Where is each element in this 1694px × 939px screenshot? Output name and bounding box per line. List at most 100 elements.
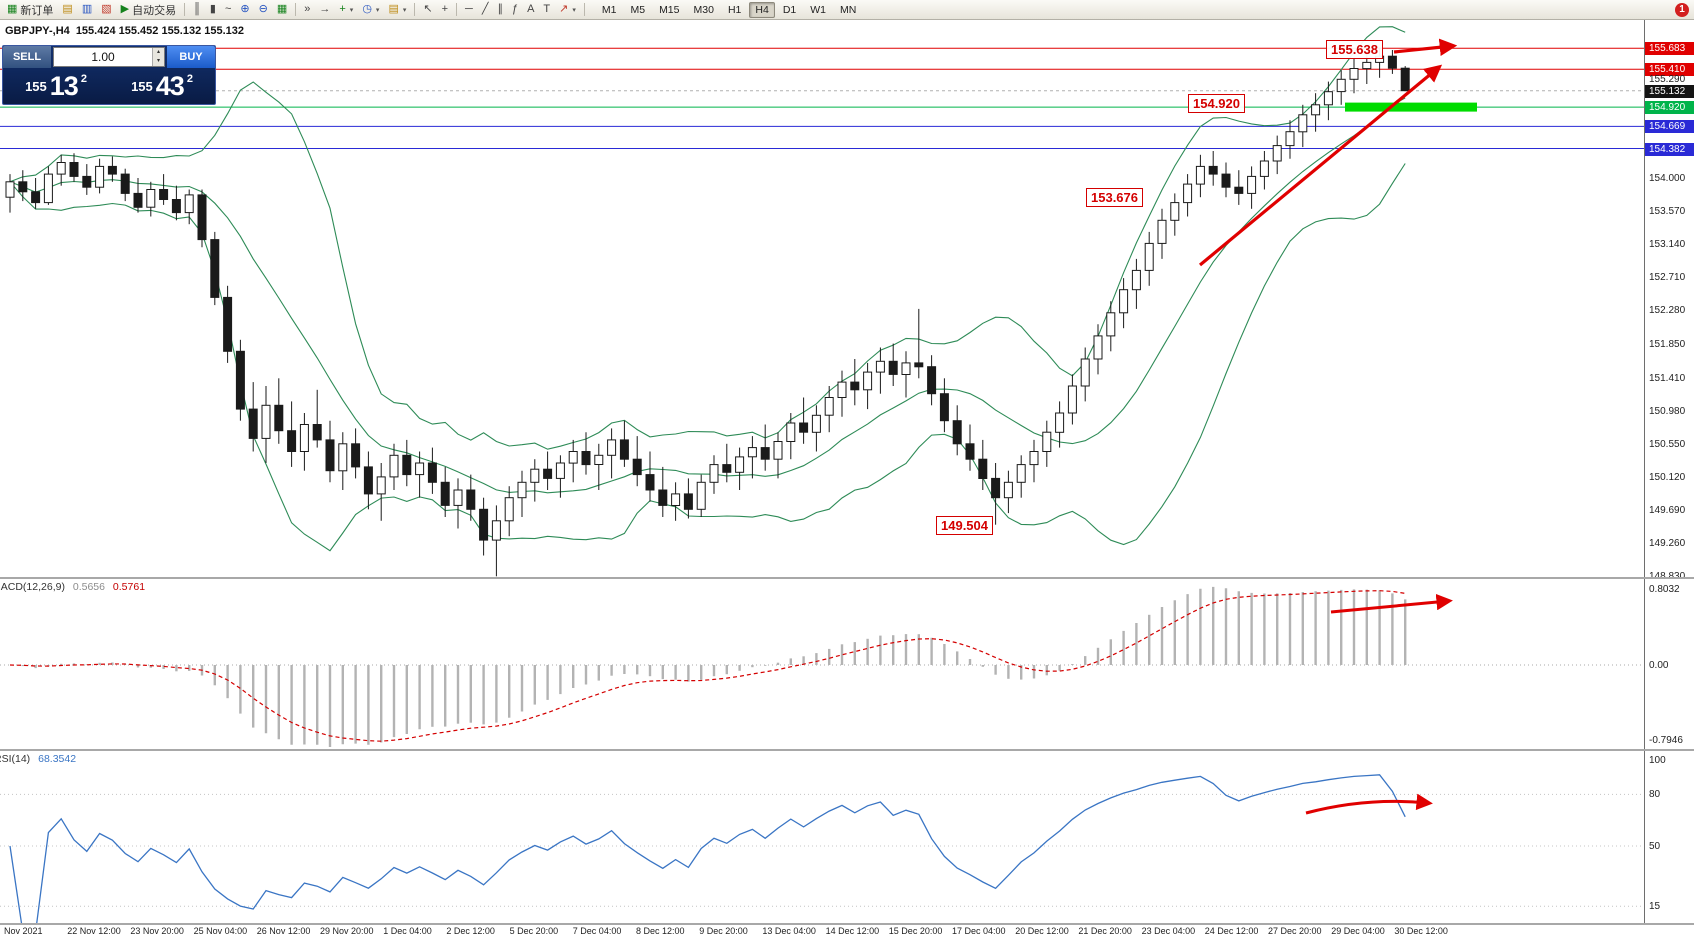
toolbar-separator: [184, 3, 186, 16]
text-label-button[interactable]: T: [539, 1, 554, 18]
toolbar: ▦ 新订单 ▤ ▥ ▧ ▶ 自动交易 ║ ▮ ~ ⊕ ⊖ ▦ » → + ▾ ◷: [0, 0, 1694, 20]
text-label-icon: T: [543, 3, 551, 15]
shapes-button[interactable]: ↗ ▾: [555, 1, 580, 18]
macd-tick-label: 0.00: [1649, 660, 1669, 671]
buy-button[interactable]: BUY: [167, 46, 215, 68]
price-tick-label: 153.140: [1649, 239, 1686, 250]
text-icon: A: [527, 3, 535, 15]
timeframe-m30-button[interactable]: M30: [693, 3, 714, 16]
clock-icon: ◷: [362, 3, 372, 15]
market-watch-button[interactable]: ▤: [58, 1, 76, 18]
trend-arrow: [1198, 64, 1443, 267]
macd-arrow: [1330, 593, 1453, 614]
horizontal-line-icon: ─: [465, 3, 473, 15]
timeframe-w1-button[interactable]: W1: [810, 3, 826, 16]
timeframe-h4-button[interactable]: H4: [749, 1, 775, 18]
panel-splitter[interactable]: [0, 923, 1694, 925]
trendline-icon: ╱: [481, 3, 489, 15]
ohlc-values: 155.424 155.452 155.132 155.132: [75, 25, 245, 37]
bid-pipette: 2: [80, 73, 87, 85]
price-annotation[interactable]: 155.638: [1326, 40, 1383, 59]
zoom-in-icon: ⊕: [240, 3, 250, 15]
time-axis-label: 15 Dec 20:00: [888, 926, 943, 936]
time-axis-label: 25 Nov 04:00: [193, 926, 248, 936]
tile-windows-icon: ▦: [276, 3, 288, 15]
bollinger-middle: [9, 97, 1406, 494]
crosshair-button[interactable]: +: [438, 1, 452, 18]
new-order-label: 新订单: [20, 4, 54, 17]
price-tick-label: 149.690: [1649, 505, 1686, 516]
timeframe-m15-button[interactable]: M15: [659, 3, 680, 16]
cursor-button[interactable]: ↖: [419, 1, 436, 18]
timeframe-mn-button[interactable]: MN: [840, 3, 857, 16]
chevron-down-icon: ▾: [572, 6, 576, 14]
rsi-value: 68.3542: [38, 753, 77, 765]
trendline-button[interactable]: ╱: [478, 1, 493, 18]
periods-button[interactable]: ◷ ▾: [358, 1, 383, 18]
support-zone-highlight: [1345, 102, 1477, 112]
one-click-trading-panel: SELL ▴ ▾ BUY 155 13 2 155 43 2: [2, 45, 216, 105]
chart-number-badge: 1: [1675, 2, 1689, 17]
arrow-shape-icon: ↗: [559, 3, 569, 15]
toolbar-separator: [414, 3, 416, 16]
autotrading-icon: ▶: [120, 3, 130, 15]
panel-splitter[interactable]: [0, 749, 1694, 751]
autotrading-button[interactable]: ▶ 自动交易: [117, 1, 180, 18]
bar-chart-icon: ║: [193, 3, 201, 15]
chevron-down-icon: ▾: [349, 6, 354, 14]
rsi-chart[interactable]: [0, 751, 1644, 923]
horizontal-line-button[interactable]: ─: [461, 1, 477, 18]
price-tick-label: 150.550: [1649, 439, 1686, 450]
data-window-icon: ▥: [81, 3, 93, 15]
price-annotation[interactable]: 149.504: [936, 516, 993, 535]
channel-button[interactable]: ∥: [493, 1, 507, 18]
panel-splitter[interactable]: [0, 577, 1694, 579]
volume-up-button[interactable]: ▴: [153, 48, 164, 57]
line-chart-button[interactable]: ~: [221, 1, 235, 18]
navigator-button[interactable]: ▧: [97, 1, 115, 18]
timeframe-h1-button[interactable]: H1: [727, 3, 742, 16]
bid-price-button[interactable]: 155 13 2: [3, 68, 109, 104]
bar-chart-button[interactable]: ║: [189, 1, 205, 18]
price-annotation[interactable]: 154.920: [1188, 94, 1245, 113]
text-button[interactable]: A: [523, 1, 538, 18]
new-order-button[interactable]: ▦ 新订单: [3, 1, 57, 18]
indicators-icon: +: [339, 3, 346, 15]
time-axis[interactable]: Nov 2021 22 Nov 12:00 23 Nov 20:00 25 Nov 0…: [0, 925, 1644, 939]
bollinger-lower: [9, 163, 1406, 552]
fibonacci-icon: ƒ: [511, 3, 519, 15]
price-annotation[interactable]: 153.676: [1086, 188, 1143, 207]
time-axis-label: 7 Dec 04:00: [572, 926, 622, 936]
candlestick-chart[interactable]: [0, 20, 1644, 577]
macd-signal-line: [9, 590, 1406, 742]
indicators-button[interactable]: + ▾: [335, 1, 357, 18]
channel-icon: ∥: [497, 3, 503, 15]
ask-price-button[interactable]: 155 43 2: [109, 68, 215, 104]
price-level-label-blue: 154.669: [1645, 120, 1694, 133]
price-tick-label: 152.280: [1649, 305, 1686, 316]
timeframe-m5-button[interactable]: M5: [630, 3, 646, 16]
timeframe-d1-button[interactable]: D1: [782, 3, 797, 16]
market-watch-icon: ▤: [62, 3, 73, 15]
bid-big-digits: 13: [49, 70, 79, 101]
volume-down-button[interactable]: ▾: [153, 57, 164, 66]
zoom-out-button[interactable]: ⊖: [255, 1, 272, 18]
candlestick-chart-button[interactable]: ▮: [206, 1, 220, 18]
data-window-button[interactable]: ▥: [78, 1, 96, 18]
timeframe-m1-button[interactable]: M1: [601, 3, 617, 16]
sell-button[interactable]: SELL: [3, 46, 51, 68]
chart-shift-button[interactable]: →: [315, 1, 334, 18]
navigator-icon: ▧: [101, 3, 112, 15]
macd-chart[interactable]: [0, 579, 1644, 749]
line-chart-icon: ~: [224, 3, 232, 15]
time-axis-label: 26 Nov 12:00: [256, 926, 311, 936]
price-axis[interactable]: 155.683 155.410 155.290 155.132 154.920 154.6…: [1644, 20, 1694, 923]
auto-scroll-button[interactable]: »: [300, 1, 314, 18]
fibonacci-button[interactable]: ƒ: [508, 1, 522, 18]
tile-windows-button[interactable]: ▦: [273, 1, 291, 18]
ask-big-digits: 43: [155, 70, 185, 101]
volume-input[interactable]: [54, 48, 152, 66]
time-axis-label: 29 Dec 04:00: [1331, 926, 1385, 936]
templates-button[interactable]: ▤ ▾: [384, 1, 410, 18]
zoom-in-button[interactable]: ⊕: [236, 1, 253, 18]
